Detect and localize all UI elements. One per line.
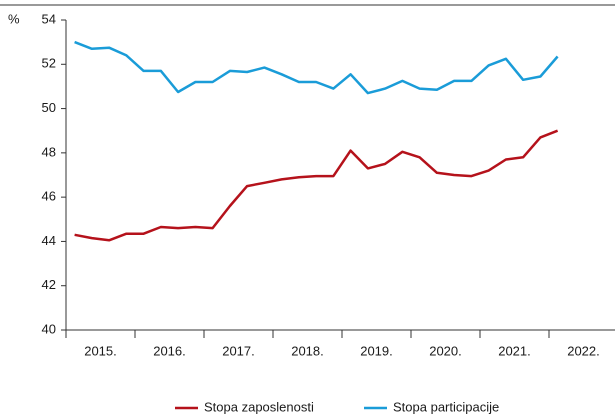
y-tick-label: 44: [42, 233, 56, 248]
x-tick-label: 2019.: [360, 343, 393, 358]
x-tick-label: 2017.: [222, 343, 255, 358]
x-tick-label: 2021.: [498, 343, 531, 358]
y-tick-label: 54: [42, 11, 56, 26]
x-tick-label: 2018.: [291, 343, 324, 358]
legend-label: Stopa zaposlenosti: [204, 399, 314, 414]
y-tick-label: 52: [42, 56, 56, 71]
y-tick-label: 46: [42, 189, 56, 204]
legend-label: Stopa participacije: [393, 399, 499, 414]
series-line: [74, 129, 559, 242]
x-tick-label: 2022.: [567, 343, 600, 358]
y-tick-label: 40: [42, 321, 56, 336]
series-line: [74, 40, 559, 95]
y-tick-label: 48: [42, 144, 56, 159]
x-tick-label: 2015.: [84, 343, 117, 358]
x-tick-label: 2020.: [429, 343, 462, 358]
y-unit: %: [8, 11, 20, 26]
y-tick-label: 42: [42, 277, 56, 292]
y-tick-label: 50: [42, 100, 56, 115]
x-tick-label: 2016.: [153, 343, 186, 358]
